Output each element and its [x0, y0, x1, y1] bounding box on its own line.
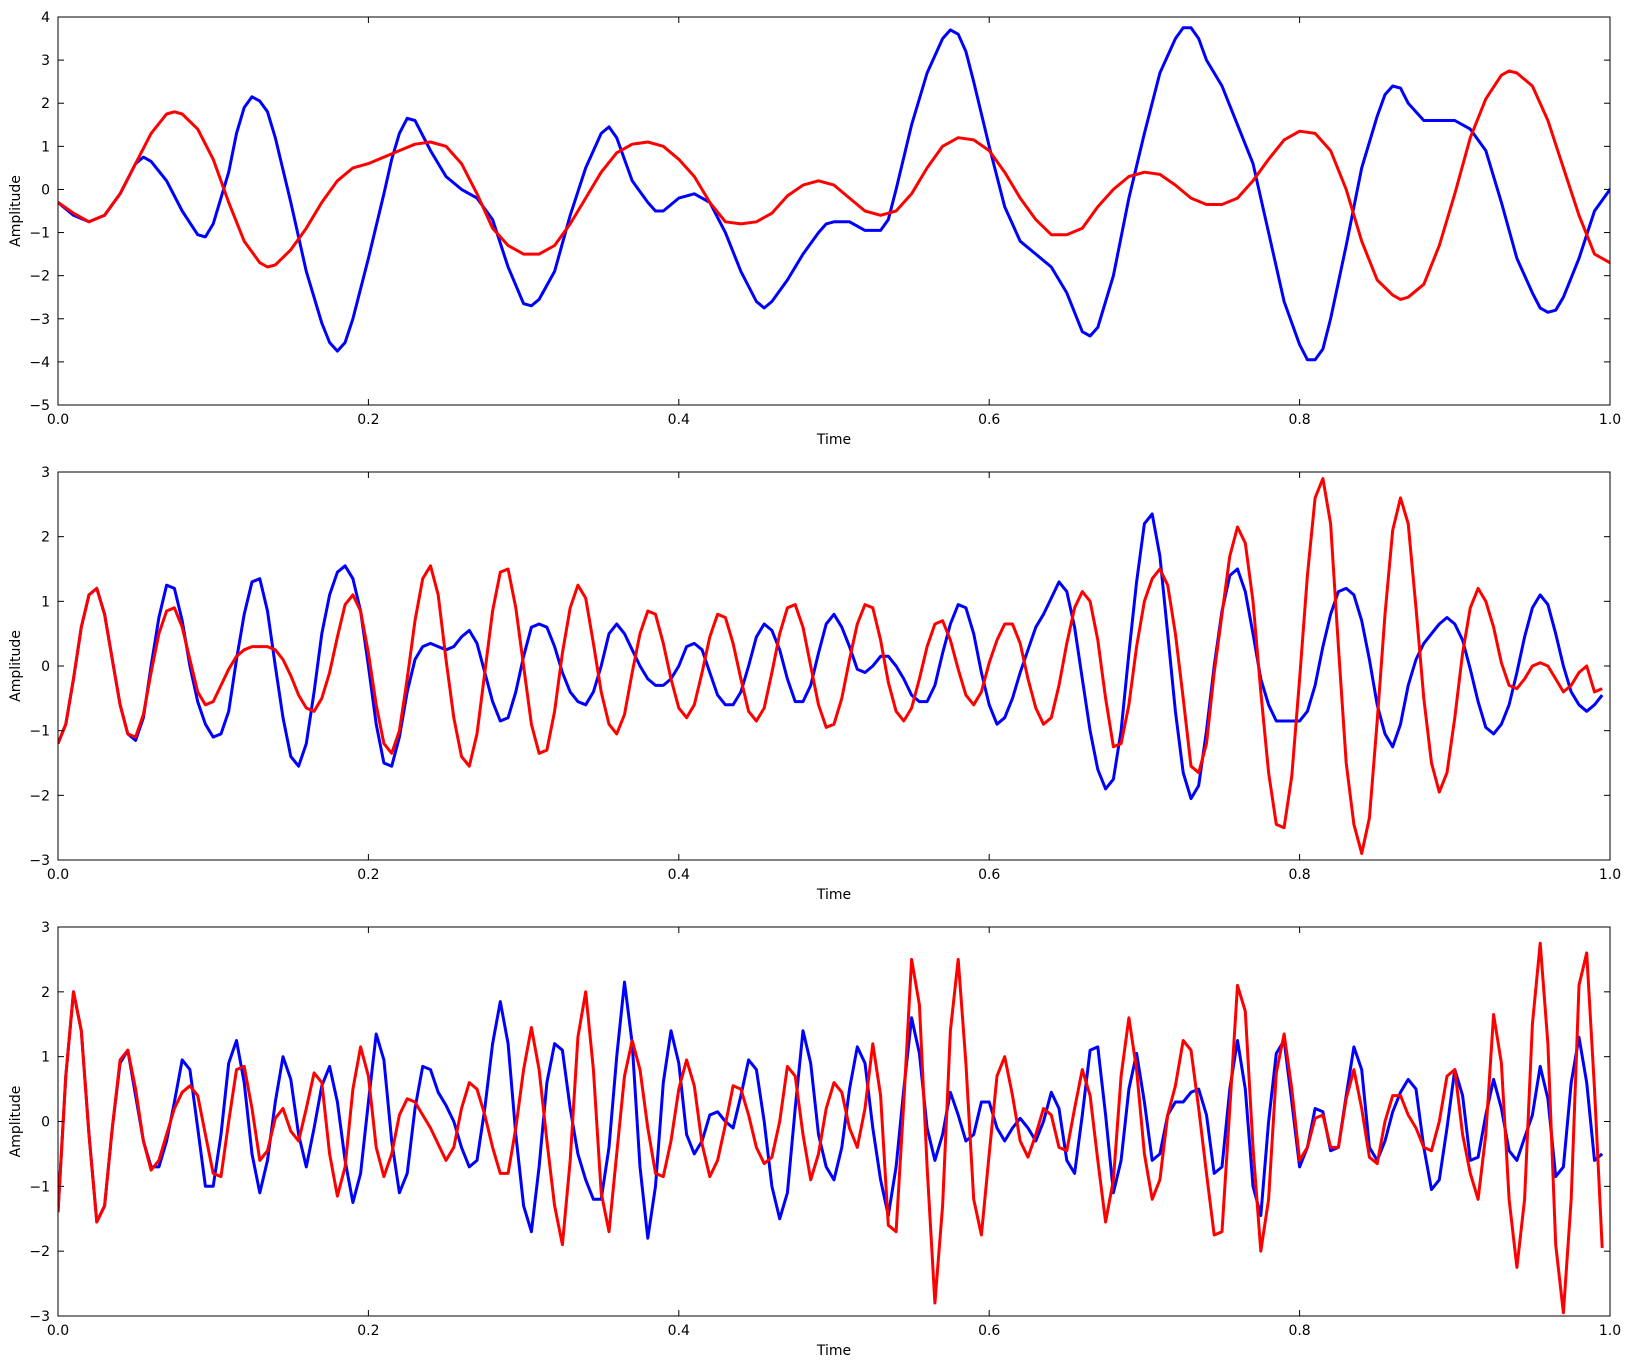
x-tick-label: 0.4	[668, 867, 690, 883]
series-group	[58, 26, 1610, 362]
y-tick-label: −1	[29, 226, 50, 242]
x-tick-label: 0.8	[1288, 412, 1310, 428]
y-tick-label: 0	[41, 182, 50, 198]
x-tick-label: 1.0	[1599, 1323, 1621, 1339]
y-axis-label: Amplitude	[8, 175, 24, 247]
x-tick-label: 0.2	[357, 412, 379, 428]
y-tick-label: 3	[41, 920, 50, 936]
subplot-2: 0.0 0.2 0.4 0.6 0.8 1.0 3 2 1 0 −1 −2 −3 Time Amplitud…	[8, 465, 1621, 903]
blue-series-line	[58, 26, 1610, 362]
y-tick-label: −1	[29, 1179, 50, 1195]
x-tick-label: 0.2	[357, 1323, 379, 1339]
y-tick-label: −2	[29, 788, 50, 804]
red-series-line	[58, 69, 1610, 301]
y-tick-label: 1	[41, 594, 50, 610]
red-series-line	[58, 941, 1604, 1315]
x-tick-label: 0.4	[668, 412, 690, 428]
x-tick-label: 0.4	[668, 1323, 690, 1339]
y-axis-label: Amplitude	[8, 1086, 24, 1158]
y-tick-label: −3	[29, 853, 50, 869]
x-tick-label: 0.6	[978, 867, 1000, 883]
subplot-3: 0.0 0.2 0.4 0.6 0.8 1.0 3 2 1 0 −1 −2 −3 Time Amplitud…	[8, 920, 1621, 1359]
y-tick-label: 3	[41, 465, 50, 481]
x-tick-label: 0.8	[1288, 1323, 1310, 1339]
y-tick-label: −3	[29, 1309, 50, 1325]
y-tick-label: −3	[29, 312, 50, 328]
y-tick-label: 3	[41, 53, 50, 69]
y-tick-label: 1	[41, 1050, 50, 1066]
y-axis-label: Amplitude	[8, 630, 24, 702]
x-axis-label: Time	[816, 1343, 851, 1359]
y-tick-label: 2	[41, 530, 50, 546]
blue-series-line	[58, 512, 1604, 801]
x-tick-label: 0.6	[978, 412, 1000, 428]
x-tick-label: 0.2	[357, 867, 379, 883]
x-tick-label: 0.6	[978, 1323, 1000, 1339]
x-axis-label: Time	[816, 887, 851, 903]
series-group	[58, 477, 1604, 855]
x-tick-label: 0.8	[1288, 867, 1310, 883]
y-tick-label: −2	[29, 1244, 50, 1260]
y-tick-label: −4	[29, 355, 50, 371]
y-tick-label: −5	[29, 398, 50, 414]
y-tick-label: 1	[41, 139, 50, 155]
subplots: 0.0 0.2 0.4 0.6 0.8 1.0 4 3 2 1 0 −1 −2 −3 −4 −5 Time Amp…	[8, 10, 1621, 1359]
y-tick-label: −2	[29, 269, 50, 285]
y-tick-label: 0	[41, 1115, 50, 1131]
y-tick-label: 2	[41, 96, 50, 112]
y-tick-label: 4	[41, 10, 50, 26]
x-tick-label: 0.0	[47, 867, 69, 883]
y-tick-label: −1	[29, 724, 50, 740]
x-tick-label: 0.0	[47, 412, 69, 428]
red-series-line	[58, 477, 1603, 855]
axes-frame	[57, 16, 1611, 406]
subplot-1: 0.0 0.2 0.4 0.6 0.8 1.0 4 3 2 1 0 −1 −2 −3 −4 −5 Time Amp…	[8, 10, 1621, 448]
y-tick-label: 2	[41, 985, 50, 1001]
x-tick-label: 1.0	[1599, 412, 1621, 428]
x-tick-label: 1.0	[1599, 867, 1621, 883]
y-tick-label: 0	[41, 659, 50, 675]
x-tick-label: 0.0	[47, 1323, 69, 1339]
x-axis-label: Time	[816, 432, 851, 448]
series-group	[58, 941, 1604, 1315]
